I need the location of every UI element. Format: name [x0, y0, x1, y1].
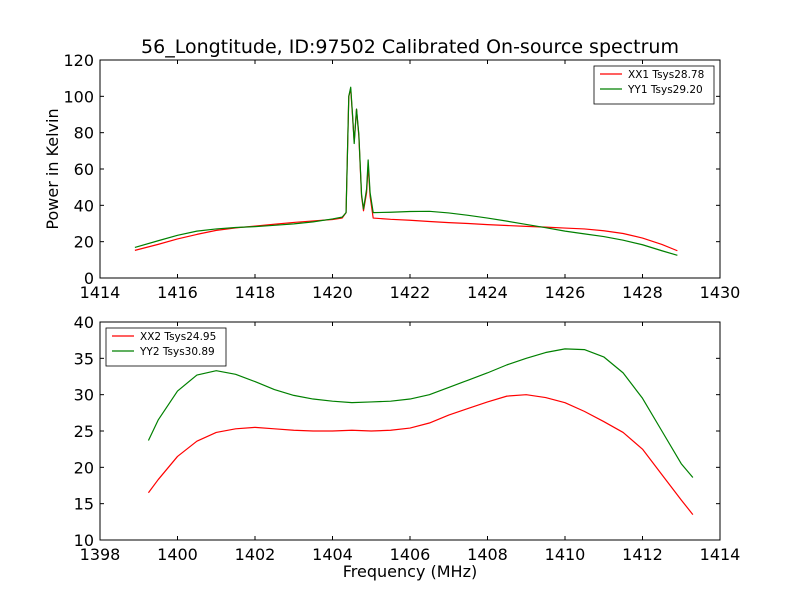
bottom-y-tick-label: 10	[74, 531, 94, 550]
top-legend-box	[593, 65, 715, 105]
top-y-tick-label: 20	[74, 233, 94, 252]
top-x-tick-label: 1424	[467, 283, 508, 302]
top-series-line-2	[134, 86, 678, 256]
bottom-legend-box	[105, 327, 227, 367]
top-y-tick-label: 80	[74, 124, 94, 143]
top-x-tick-label: 1420	[312, 283, 353, 302]
bottom-plot-panel: 1398 1400 1402 1404 1406 1408 1410 1412 1414 10 15…	[74, 313, 741, 564]
top-x-tick-label: 1422	[390, 283, 431, 302]
top-y-axis-label: Power in Kelvin	[43, 108, 62, 229]
bottom-x-tick-label: 1414	[700, 545, 741, 564]
top-x-tick-label: 1416	[157, 283, 198, 302]
top-series-line-1	[134, 88, 678, 252]
top-y-tick-label: 0	[84, 269, 94, 288]
top-series-group	[134, 86, 678, 256]
bottom-x-tick-label: 1400	[157, 545, 198, 564]
top-legend: XX1 Tsys28.78 YY1 Tsys29.20	[593, 65, 715, 105]
top-plot-panel: 1414 1416 1418 1420 1422 1424 1426 1428 1430 0 20 4…	[63, 51, 740, 302]
bottom-x-axis-label: Frequency (MHz)	[343, 562, 477, 581]
bottom-x-tick-label: 1412	[622, 545, 663, 564]
bottom-y-tick-label: 15	[74, 495, 94, 514]
top-legend-label-1: XX1 Tsys28.78	[628, 69, 704, 81]
bottom-x-tick-label: 1410	[545, 545, 586, 564]
top-x-tick-label: 1414	[80, 283, 121, 302]
top-y-tick-label: 60	[74, 160, 94, 179]
bottom-series-line-1	[147, 394, 694, 515]
chart-title: 56_Longtitude, ID:97502 Calibrated On-so…	[141, 36, 679, 58]
bottom-legend-label-1: XX2 Tsys24.95	[140, 331, 216, 343]
bottom-y-tick-label: 30	[74, 386, 94, 405]
top-legend-label-2: YY1 Tsys29.20	[627, 84, 703, 96]
top-x-tick-label: 1418	[235, 283, 276, 302]
top-y-tick-label: 40	[74, 196, 94, 215]
top-x-tick-label: 1430	[700, 283, 741, 302]
bottom-x-tick-label: 1398	[80, 545, 121, 564]
top-y-tick-label: 100	[63, 87, 94, 106]
top-x-tick-label: 1428	[622, 283, 663, 302]
bottom-legend-label-2: YY2 Tsys30.89	[139, 346, 215, 358]
bottom-y-tick-label: 20	[74, 458, 94, 477]
bottom-x-tick-label: 1406	[390, 545, 431, 564]
bottom-y-tick-label: 25	[74, 422, 94, 441]
top-y-tick-label: 120	[63, 51, 94, 70]
bottom-legend: XX2 Tsys24.95 YY2 Tsys30.89	[105, 327, 227, 367]
top-x-tick-label: 1426	[545, 283, 586, 302]
bottom-x-tick-label: 1402	[235, 545, 276, 564]
bottom-series-group	[147, 348, 694, 515]
bottom-x-tick-label: 1408	[467, 545, 508, 564]
bottom-y-tick-label: 40	[74, 313, 94, 332]
bottom-series-line-2	[147, 348, 694, 478]
bottom-x-tick-label: 1404	[312, 545, 353, 564]
bottom-y-tick-label: 35	[74, 349, 94, 368]
